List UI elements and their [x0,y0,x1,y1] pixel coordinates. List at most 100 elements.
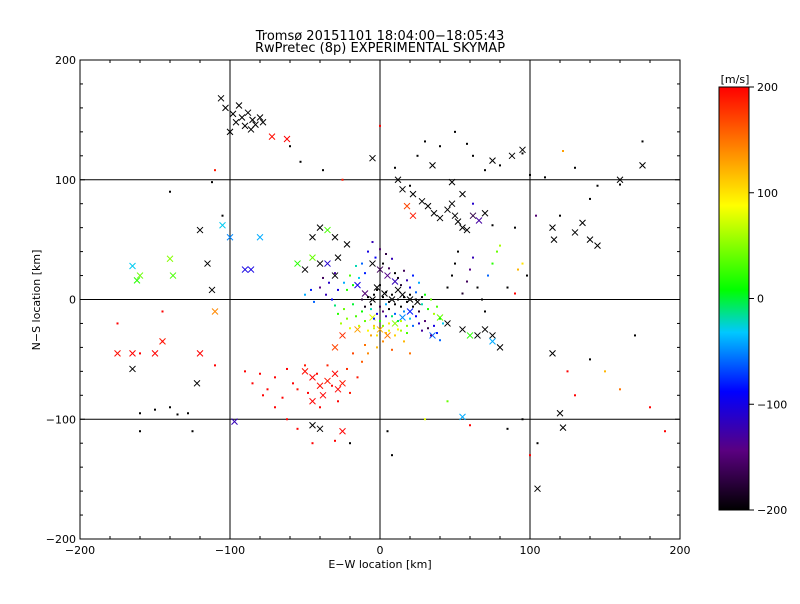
dot-marker-point [526,274,528,277]
x-marker-point [241,122,249,130]
x-tick-label: 100 [520,544,541,557]
dot-marker-point [496,250,498,253]
y-tick-label: 100 [55,174,76,187]
x-marker-point [283,135,291,143]
x-marker-point [519,146,526,154]
x-marker-point [301,266,309,273]
dot-marker-point [154,408,156,411]
dot-marker-point [415,298,417,301]
dot-marker-point [349,391,351,394]
dot-marker-point [382,296,384,299]
dot-marker-point [361,310,363,313]
x-marker-point [394,176,402,184]
x-marker-point [219,221,226,229]
x-marker-point [430,209,438,217]
dot-marker-point [358,324,360,327]
y-tick-label: 0 [69,294,76,307]
dot-marker-point [409,293,411,296]
dot-marker-point [418,322,420,325]
dot-marker-point [403,269,405,272]
dot-marker-point [391,257,393,260]
dot-marker-point [514,226,516,229]
dot-marker-point [619,183,621,186]
x-marker-point [399,185,406,193]
dot-marker-point [521,152,524,155]
dot-marker-point [296,388,299,391]
dot-marker-point [424,418,426,421]
dot-marker-point [466,142,468,145]
colorbar-tick-label: −100 [757,398,787,411]
dot-marker-point [430,298,432,301]
dot-marker-point [379,248,381,251]
dot-marker-point [322,169,324,172]
dot-marker-point [313,300,315,303]
dot-marker-point [491,262,494,265]
x-marker-point [129,350,136,357]
x-marker-point [229,110,237,118]
dot-marker-point [379,124,381,127]
x-marker-point [481,326,489,333]
dot-marker-point [370,334,372,337]
x-tick-label: −200 [65,544,95,557]
dot-marker-point [394,303,396,306]
dot-marker-point [169,190,171,193]
x-marker-point [474,332,481,339]
dot-marker-point [421,329,423,332]
x-marker-point [444,206,451,214]
x-marker-point [256,114,264,121]
x-marker-point [448,178,456,186]
x-marker-point [369,260,376,267]
dot-marker-point [244,370,246,373]
dot-marker-point [352,303,354,306]
x-marker-point [316,425,324,433]
x-marker-point [249,116,256,124]
dot-marker-point [397,328,399,331]
x-marker-point [319,391,327,399]
dot-marker-point [406,332,408,335]
dot-marker-point [376,288,378,291]
dot-marker-point [409,184,411,187]
dot-marker-point [391,293,393,296]
x-marker-point [384,272,391,279]
dot-marker-point [424,140,426,143]
dot-marker-point [469,268,471,271]
dot-marker-point [634,334,636,337]
x-marker-point [469,212,477,220]
dot-marker-point [379,284,381,287]
dot-marker-point [409,286,411,289]
dot-marker-point [337,312,339,315]
x-marker-point [454,218,462,226]
dot-marker-point [352,352,354,355]
dot-marker-point [421,303,423,306]
dot-marker-point [388,267,390,270]
dot-marker-point [367,329,369,332]
dot-marker-point [412,305,414,308]
x-marker-point [594,242,601,249]
dot-marker-point [382,324,384,327]
chart-subtitle: RwPretec (8p) EXPERIMENTAL SKYMAP [255,41,505,56]
dot-marker-point [361,360,363,363]
dot-marker-point [521,262,524,265]
dot-marker-point [304,293,306,296]
x-marker-point [444,320,451,327]
dot-marker-point [319,406,321,409]
x-marker-point [309,233,316,241]
dot-marker-point [355,264,357,267]
x-marker-point [244,109,252,117]
x-marker-point [556,409,564,417]
dot-marker-point [394,334,396,337]
dot-marker-point [446,400,449,403]
x-marker-point [429,162,436,169]
dot-marker-point [403,310,405,313]
dot-marker-point [409,352,411,355]
x-marker-point [354,281,361,289]
dot-marker-point [415,315,417,318]
dot-marker-point [334,272,336,275]
dot-marker-point [472,202,474,205]
y-tick-label: −100 [46,413,76,426]
dot-marker-point [161,310,164,313]
x-marker-point [559,424,567,431]
dot-marker-point [385,315,387,318]
colorbar-tick-label: 0 [757,293,764,306]
x-marker-point [331,344,339,351]
